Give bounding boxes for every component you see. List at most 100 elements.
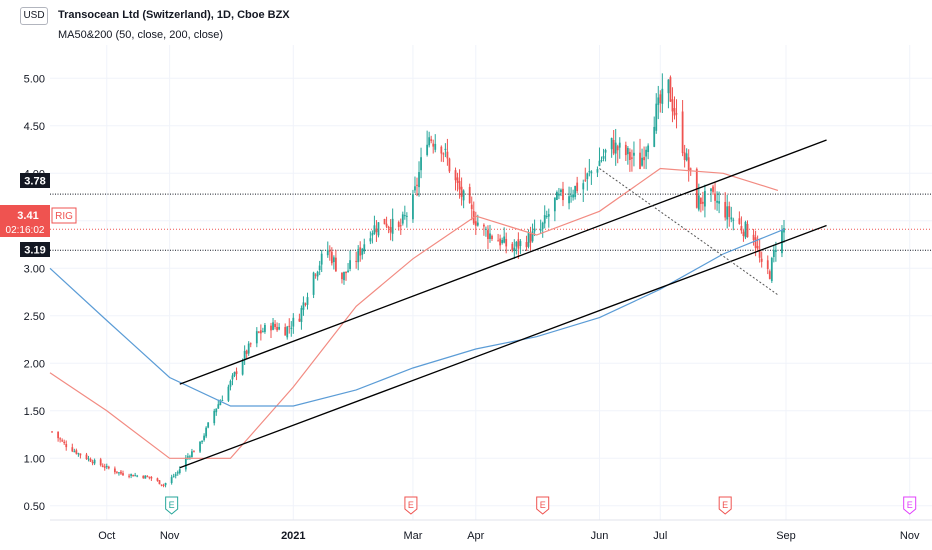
candle-body — [201, 441, 203, 443]
candle-body — [318, 265, 321, 270]
candle-body — [604, 150, 607, 153]
candle-body — [543, 215, 546, 224]
price-tags: 3.78 3.41 02:16:02 RIG 3.19 — [0, 173, 77, 257]
candle-body — [59, 438, 62, 440]
currency-selector[interactable]: USD — [20, 7, 48, 25]
candle-body — [288, 325, 291, 327]
candle-body — [641, 157, 643, 166]
candle-body — [519, 241, 522, 247]
candle-body — [245, 350, 248, 354]
candle-body — [399, 225, 402, 227]
candle-body — [752, 234, 755, 240]
candle-body — [525, 242, 528, 248]
candle-body — [73, 451, 76, 453]
candle-body — [728, 206, 731, 217]
candle-body — [270, 325, 272, 331]
earnings-label: E — [722, 500, 728, 510]
candle-body — [483, 224, 485, 227]
candle-body — [217, 404, 220, 409]
earnings-icon[interactable] — [165, 496, 179, 515]
candle-body — [448, 158, 451, 172]
axes: 0.501.001.502.002.503.003.504.004.505.00… — [24, 73, 932, 542]
candle-body — [768, 271, 771, 279]
candle-body — [440, 146, 443, 154]
candle-body — [434, 143, 437, 150]
candle-body — [264, 324, 266, 332]
candle-body — [718, 201, 721, 204]
candle-body — [343, 271, 345, 281]
candle-body — [300, 308, 303, 323]
candle-body — [221, 400, 224, 402]
candle-body — [189, 456, 191, 458]
candle-body — [667, 79, 670, 94]
candle-body — [485, 228, 487, 230]
lower-level-tag — [20, 242, 50, 257]
candle-body — [511, 243, 514, 251]
candle-body — [661, 88, 664, 104]
candle-body — [616, 146, 619, 151]
candle-body — [657, 97, 660, 105]
candle-body — [172, 476, 175, 478]
candle-body — [361, 248, 364, 255]
candle-body — [383, 218, 386, 225]
candle-body — [570, 195, 572, 197]
candle-body — [491, 235, 493, 239]
candle-body — [426, 144, 429, 155]
earnings-icon[interactable] — [903, 496, 917, 515]
dotted-trendline[interactable] — [599, 168, 779, 296]
candle-body — [302, 302, 305, 310]
candle-body — [118, 472, 120, 474]
candle-body — [659, 94, 662, 104]
candle-body — [547, 214, 550, 217]
candle-body — [742, 231, 745, 237]
candle-body — [687, 157, 690, 171]
candle-body — [178, 469, 181, 474]
upper-level-tag — [20, 173, 50, 188]
candle-body — [176, 472, 179, 474]
candle-body — [681, 111, 684, 154]
candle-body — [227, 386, 230, 401]
candle-body — [93, 459, 96, 464]
candle-body — [633, 152, 635, 156]
candle-body — [710, 188, 712, 192]
candle-body — [387, 226, 390, 228]
candle-body — [689, 168, 692, 170]
candle-body — [414, 186, 416, 191]
candle-body — [235, 371, 238, 375]
candle-body — [596, 169, 599, 173]
candle-body — [77, 453, 80, 455]
indicator-legend[interactable]: MA50&200 (50, close, 200, close) — [58, 29, 224, 41]
candle-body — [740, 226, 743, 231]
candle-body — [732, 219, 735, 221]
candle-body — [726, 206, 729, 220]
candle-body — [458, 181, 461, 190]
countdown-label: 02:16:02 — [6, 225, 45, 236]
candle-body — [655, 103, 658, 131]
candle-body — [405, 215, 408, 217]
candle-body — [134, 475, 137, 477]
candle-body — [754, 237, 757, 248]
candle-body — [446, 151, 449, 159]
candle-body — [639, 152, 641, 169]
candle-body — [162, 485, 165, 487]
candle-body — [683, 152, 686, 160]
candle-body — [213, 410, 216, 424]
candle-body — [489, 233, 491, 239]
earnings-icon[interactable] — [718, 496, 732, 515]
candle-body — [582, 183, 585, 190]
candle-body — [738, 218, 741, 224]
earnings-icon[interactable] — [404, 496, 418, 515]
candle-body — [146, 476, 149, 478]
earnings-icon[interactable] — [536, 496, 550, 515]
trendlines[interactable] — [179, 139, 827, 469]
candle-body — [298, 318, 301, 322]
candle-body — [758, 250, 761, 258]
trendline[interactable] — [179, 139, 827, 385]
candle-body — [624, 144, 627, 156]
candle-body — [150, 476, 153, 479]
trendline[interactable] — [179, 224, 827, 469]
candle-body — [730, 217, 733, 220]
candle-body — [462, 190, 465, 201]
